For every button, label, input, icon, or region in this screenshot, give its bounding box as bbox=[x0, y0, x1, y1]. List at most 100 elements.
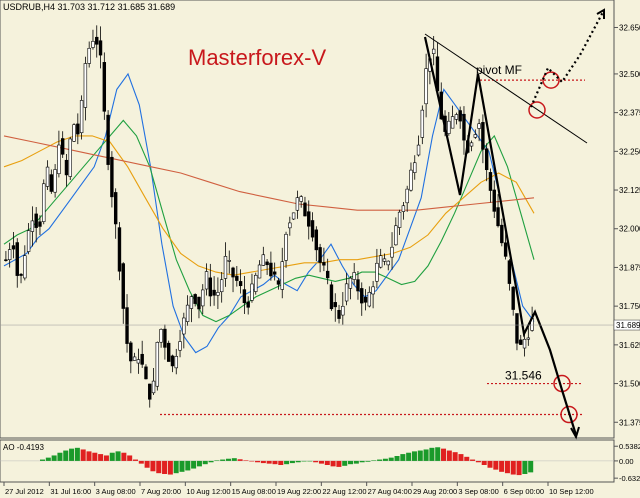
candle-body bbox=[288, 222, 292, 229]
candle-body bbox=[110, 156, 114, 198]
candle-body bbox=[159, 328, 163, 343]
candle-body bbox=[83, 63, 88, 108]
candle-body bbox=[129, 342, 133, 362]
candle-body bbox=[140, 353, 144, 365]
ao-bar bbox=[202, 460, 208, 465]
current-price-box bbox=[613, 319, 640, 331]
candle-body bbox=[223, 256, 228, 279]
candle-body bbox=[15, 242, 19, 276]
candle-body bbox=[68, 138, 72, 177]
ao-bar bbox=[57, 452, 63, 461]
ao-histogram: 0.5382 0.00 -0.6324 bbox=[0, 442, 640, 483]
candle-body bbox=[299, 196, 303, 202]
y-tick-label: 31.375 bbox=[619, 418, 640, 427]
x-tick-label: 19 Aug 22:00 bbox=[277, 487, 321, 496]
ao-bar bbox=[214, 460, 220, 461]
ao-bar bbox=[475, 460, 481, 463]
candle-body bbox=[136, 359, 141, 364]
y-tick-label: 32.500 bbox=[619, 70, 640, 79]
candle-body bbox=[19, 273, 23, 276]
candle-body bbox=[64, 159, 69, 176]
ao-bar bbox=[63, 450, 69, 461]
moving-average-line bbox=[3, 135, 535, 211]
ao-bar bbox=[156, 460, 162, 474]
x-tick-label: 3 Sep 08:00 bbox=[458, 487, 498, 496]
candle-body bbox=[246, 301, 250, 308]
candle-body bbox=[447, 120, 451, 134]
ao-bar bbox=[371, 460, 377, 461]
candle-body bbox=[242, 289, 247, 304]
ao-bar bbox=[289, 460, 295, 464]
ao-bar bbox=[138, 460, 144, 464]
candle-body bbox=[49, 174, 54, 192]
candle-body bbox=[79, 100, 84, 134]
ao-bar bbox=[441, 448, 447, 461]
ao-bar bbox=[499, 460, 505, 472]
ao-bar bbox=[487, 460, 493, 468]
ao-bar bbox=[121, 452, 127, 461]
ao-bar bbox=[272, 460, 278, 465]
ao-bar bbox=[255, 460, 261, 463]
current-price-label: 31.689 bbox=[616, 321, 640, 330]
candle-body bbox=[481, 122, 485, 150]
y-tick-label: 31.750 bbox=[619, 302, 640, 311]
ao-bar bbox=[40, 459, 46, 461]
candle-body bbox=[227, 260, 231, 262]
candle-body bbox=[492, 189, 496, 212]
candle-body bbox=[193, 294, 197, 304]
candle-body bbox=[144, 366, 148, 380]
ao-bar bbox=[92, 452, 98, 461]
y-tick-label: 32.125 bbox=[619, 186, 640, 195]
ao-bar bbox=[516, 460, 522, 476]
candle-body bbox=[197, 296, 201, 310]
candle-body bbox=[382, 258, 387, 262]
candle-body bbox=[117, 227, 122, 272]
candle-body bbox=[235, 275, 239, 281]
ao-bar bbox=[231, 458, 237, 461]
candle-body bbox=[272, 271, 277, 275]
candle-body bbox=[367, 291, 372, 307]
ao-bar bbox=[353, 460, 359, 464]
candle-body bbox=[148, 383, 152, 400]
candle-body bbox=[250, 283, 254, 301]
candle-body bbox=[371, 286, 375, 295]
symbol-header: USDRUB,H4 31.703 31.712 31.685 31.689 bbox=[3, 2, 175, 12]
y-tick-label: 32.000 bbox=[619, 225, 640, 234]
price-axis: 32.650 32.500 32.375 32.250 32.125 32.000 31.8… bbox=[0, 23, 640, 427]
candle-body bbox=[488, 172, 493, 191]
support-label: 31.546 bbox=[505, 369, 542, 383]
candle-body bbox=[11, 245, 16, 250]
candle-body bbox=[174, 356, 178, 369]
candle-body bbox=[185, 304, 190, 322]
candle-body bbox=[511, 286, 515, 310]
x-tick-label: 7 Aug 20:00 bbox=[141, 487, 181, 496]
candle-body bbox=[231, 267, 235, 278]
ao-bar bbox=[417, 450, 423, 461]
ao-bar bbox=[470, 459, 476, 461]
candle-body bbox=[155, 342, 160, 387]
candle-body bbox=[310, 220, 315, 238]
ao-bar bbox=[313, 460, 319, 463]
moving-average-line bbox=[3, 119, 535, 323]
candle-body bbox=[53, 169, 57, 193]
ao-bar bbox=[237, 459, 243, 461]
ao-bar bbox=[45, 457, 51, 461]
ao-bar bbox=[411, 451, 417, 461]
candle-body bbox=[38, 221, 42, 227]
candle-body bbox=[507, 260, 512, 284]
y-tick-label: 32.250 bbox=[619, 147, 640, 156]
pivot-circle bbox=[542, 71, 560, 89]
moving-average-line bbox=[3, 72, 535, 354]
ao-bar bbox=[185, 460, 191, 471]
candle-body bbox=[341, 305, 345, 316]
ao-bar bbox=[365, 460, 371, 462]
ao-bar bbox=[481, 460, 487, 465]
y-tick-label: 32.650 bbox=[619, 23, 640, 32]
candle-body bbox=[91, 40, 95, 48]
ao-bar bbox=[330, 460, 336, 467]
candle-body bbox=[45, 166, 50, 187]
ao-bar bbox=[179, 460, 185, 472]
candles bbox=[4, 25, 534, 408]
candle-body bbox=[4, 259, 8, 262]
candle-body bbox=[386, 260, 390, 266]
